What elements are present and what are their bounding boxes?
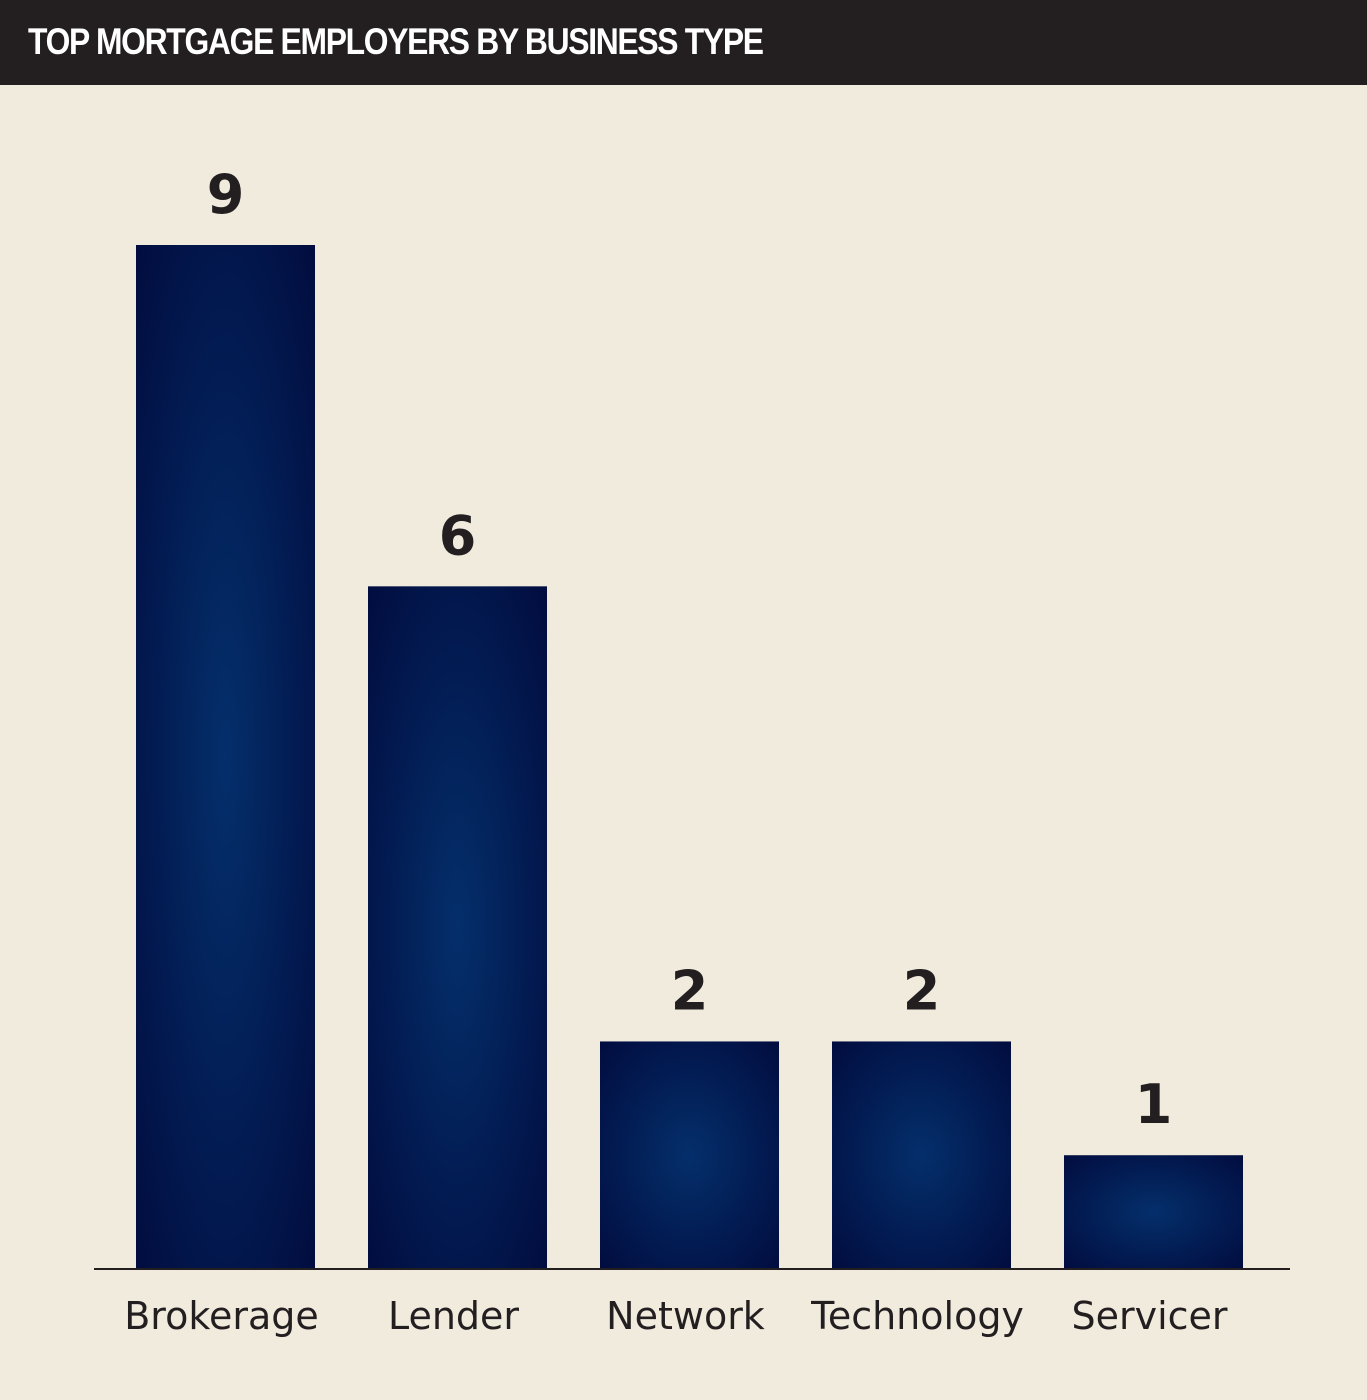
x-tick-label-lender: Lender [388, 1294, 519, 1338]
bar-lender [368, 586, 547, 1269]
x-tick-label-brokerage: Brokerage [124, 1294, 319, 1338]
bar-technology [832, 1041, 1011, 1269]
data-label-servicer: 1 [1135, 1073, 1173, 1136]
labels-layer: 9 Brokerage 6 Lender 2 Network 2 Technology 1 Ser… [124, 163, 1228, 1338]
x-tick-label-technology: Technology [810, 1294, 1024, 1338]
bar-network [600, 1041, 779, 1269]
bar-brokerage [136, 245, 315, 1269]
chart-header: TOP MORTGAGE EMPLOYERS BY BUSINESS TYPE [0, 0, 1367, 85]
data-label-network: 2 [671, 959, 709, 1022]
data-label-technology: 2 [903, 959, 941, 1022]
data-label-lender: 6 [439, 504, 477, 567]
bar-servicer [1064, 1155, 1243, 1269]
bars-layer [136, 245, 1243, 1269]
x-tick-label-servicer: Servicer [1071, 1294, 1227, 1338]
data-label-brokerage: 9 [207, 163, 245, 226]
chart-title: TOP MORTGAGE EMPLOYERS BY BUSINESS TYPE [28, 21, 764, 62]
x-tick-label-network: Network [606, 1294, 765, 1338]
